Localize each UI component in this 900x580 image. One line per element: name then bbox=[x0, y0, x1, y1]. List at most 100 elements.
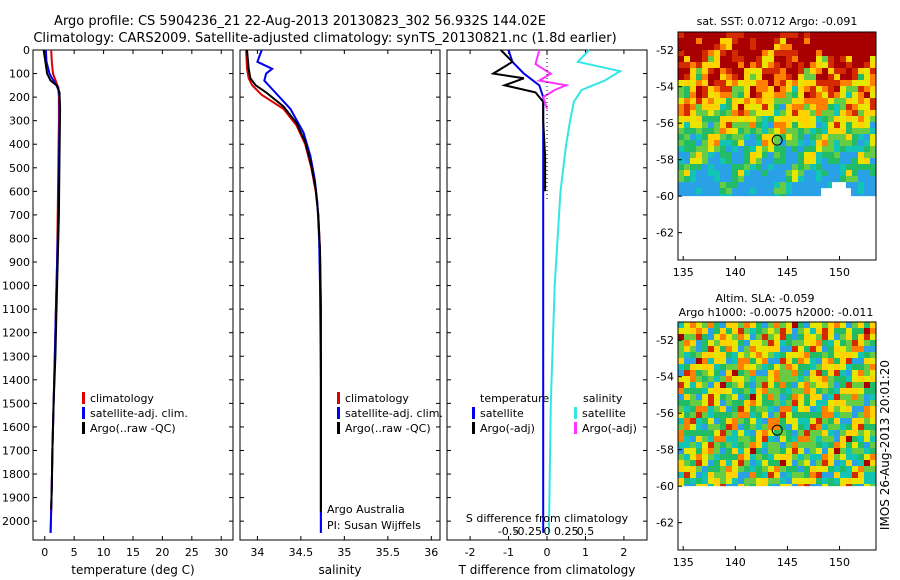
heatmap-cell bbox=[696, 448, 703, 455]
heatmap-cell bbox=[732, 86, 739, 93]
heatmap-cell bbox=[696, 56, 703, 63]
heatmap-cell bbox=[870, 340, 877, 347]
heatmap-cell bbox=[726, 364, 733, 371]
heatmap-cell bbox=[774, 38, 781, 45]
heatmap-cell bbox=[708, 140, 715, 147]
heatmap-cell bbox=[768, 340, 775, 347]
heatmap-cell bbox=[696, 484, 703, 487]
heatmap-cell bbox=[792, 122, 799, 129]
heatmap-cell bbox=[810, 352, 817, 359]
heatmap-cell bbox=[696, 436, 703, 443]
heatmap-cell bbox=[678, 370, 685, 377]
heatmap-cell bbox=[864, 122, 871, 129]
heatmap-cell bbox=[840, 430, 847, 437]
heatmap-cell bbox=[804, 352, 811, 359]
heatmap-cell bbox=[834, 334, 841, 341]
heatmap-cell bbox=[858, 394, 865, 401]
heatmap-cell bbox=[756, 412, 763, 419]
heatmap-cell bbox=[768, 460, 775, 467]
heatmap-cell bbox=[774, 68, 781, 75]
heatmap-cell bbox=[870, 364, 877, 371]
heatmap-cell bbox=[690, 334, 697, 341]
heatmap-cell bbox=[810, 484, 817, 487]
heatmap-cell bbox=[744, 164, 751, 171]
heatmap-cell bbox=[762, 334, 769, 341]
heatmap-cell bbox=[756, 146, 763, 153]
heatmap-cell bbox=[858, 478, 865, 485]
heatmap-cell bbox=[714, 158, 721, 165]
heatmap-cell bbox=[774, 478, 781, 485]
heatmap-cell bbox=[750, 158, 757, 165]
heatmap-cell bbox=[804, 478, 811, 485]
heatmap-cell bbox=[792, 32, 799, 39]
legend-label: satellite-adj. clim. bbox=[90, 407, 188, 420]
heatmap-cell bbox=[810, 152, 817, 159]
x-axis-label: temperature (deg C) bbox=[71, 563, 194, 577]
heatmap-cell bbox=[690, 86, 697, 93]
heatmap-cell bbox=[702, 478, 709, 485]
heatmap-cell bbox=[678, 478, 685, 485]
heatmap-cell bbox=[822, 460, 829, 467]
heatmap-cell bbox=[696, 134, 703, 141]
heatmap-cell bbox=[870, 346, 877, 353]
heatmap-cell bbox=[828, 56, 835, 63]
heatmap-cell bbox=[864, 128, 871, 135]
heatmap-cell bbox=[864, 62, 871, 69]
heatmap-cell bbox=[774, 122, 781, 129]
heatmap-cell bbox=[816, 352, 823, 359]
heatmap-cell bbox=[780, 44, 787, 51]
heatmap-cell bbox=[846, 182, 853, 189]
heatmap-cell bbox=[726, 376, 733, 383]
heatmap-cell bbox=[678, 376, 685, 383]
heatmap-cell bbox=[822, 140, 829, 147]
heatmap-cell bbox=[804, 134, 811, 141]
heatmap-cell bbox=[846, 176, 853, 183]
heatmap-cell bbox=[768, 194, 775, 197]
heatmap-cell bbox=[732, 334, 739, 341]
heatmap-cell bbox=[774, 400, 781, 407]
heatmap-cell bbox=[726, 50, 733, 57]
heatmap-cell bbox=[804, 122, 811, 129]
heatmap-cell bbox=[690, 466, 697, 473]
heatmap-cell bbox=[678, 382, 685, 389]
y-tick-label: 0 bbox=[23, 44, 30, 57]
heatmap-cell bbox=[696, 122, 703, 129]
heatmap-cell bbox=[768, 448, 775, 455]
heatmap-cell bbox=[870, 376, 877, 383]
heatmap-cell bbox=[726, 62, 733, 69]
heatmap-cell bbox=[678, 164, 685, 171]
heatmap-cell bbox=[834, 110, 841, 117]
heatmap-cell bbox=[858, 424, 865, 431]
heatmap-cell bbox=[774, 418, 781, 425]
heatmap-cell bbox=[798, 448, 805, 455]
heatmap-cell bbox=[738, 376, 745, 383]
heatmap-cell bbox=[870, 182, 877, 189]
heatmap-cell bbox=[744, 364, 751, 371]
heatmap-cell bbox=[834, 448, 841, 455]
heatmap-cell bbox=[708, 340, 715, 347]
heatmap-cell bbox=[840, 176, 847, 183]
heatmap-cell bbox=[702, 352, 709, 359]
heatmap-cell bbox=[678, 448, 685, 455]
heatmap-cell bbox=[840, 146, 847, 153]
heatmap-cell bbox=[738, 358, 745, 365]
heatmap-cell bbox=[840, 50, 847, 57]
heatmap-cell bbox=[810, 158, 817, 165]
heatmap-cell bbox=[702, 134, 709, 141]
heatmap-cell bbox=[786, 484, 793, 487]
heatmap-cell bbox=[816, 448, 823, 455]
heatmap-cell bbox=[750, 152, 757, 159]
heatmap-cell bbox=[684, 176, 691, 183]
heatmap-cell bbox=[822, 62, 829, 69]
heatmap-cell bbox=[804, 436, 811, 443]
heatmap-cell bbox=[732, 370, 739, 377]
heatmap-cell bbox=[786, 86, 793, 93]
heatmap-cell bbox=[780, 334, 787, 341]
heatmap-cell bbox=[684, 442, 691, 449]
heatmap-cell bbox=[750, 424, 757, 431]
x-tick-label: 145 bbox=[777, 266, 798, 279]
heatmap-cell bbox=[708, 478, 715, 485]
heatmap-cell bbox=[816, 364, 823, 371]
heatmap-cell bbox=[828, 376, 835, 383]
heatmap-cell bbox=[702, 32, 709, 39]
